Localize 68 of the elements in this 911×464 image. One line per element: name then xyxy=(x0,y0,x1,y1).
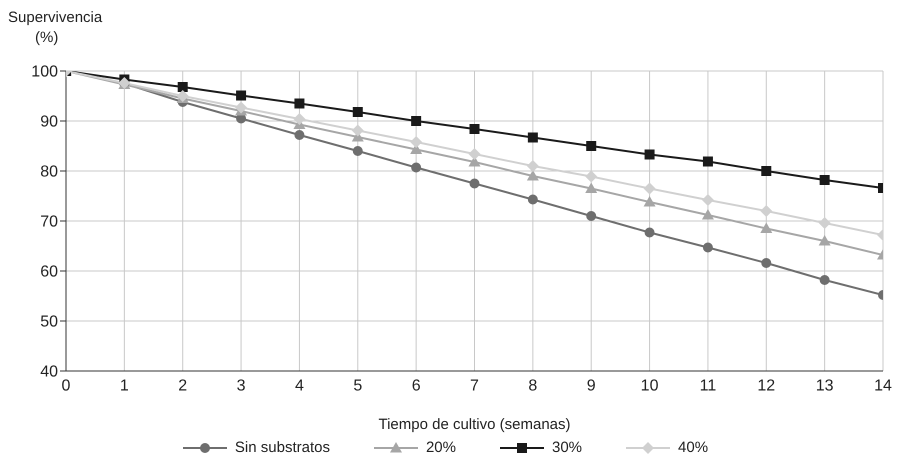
y-tick-label: 90 xyxy=(40,114,58,131)
point xyxy=(352,107,363,117)
y-tick-label: 100 xyxy=(31,64,58,81)
point xyxy=(585,170,598,182)
point xyxy=(411,162,422,172)
y-tick-label: 70 xyxy=(40,214,58,231)
point xyxy=(526,170,539,180)
point xyxy=(761,258,772,268)
point xyxy=(294,130,304,140)
x-tick-label: 2 xyxy=(178,377,188,394)
point xyxy=(761,166,772,176)
point xyxy=(236,90,246,100)
x-tick-label: 13 xyxy=(816,377,834,394)
point xyxy=(818,235,831,246)
x-axis-title: Tiempo de cultivo (semanas) xyxy=(378,416,571,433)
x-tick-label: 0 xyxy=(62,377,71,394)
x-tick-label: 8 xyxy=(528,377,538,394)
point xyxy=(644,196,656,206)
y-tick-label: 40 xyxy=(40,364,58,381)
point xyxy=(352,146,363,156)
x-tick-label: 3 xyxy=(236,377,246,394)
point xyxy=(470,124,480,134)
point xyxy=(818,217,831,229)
point xyxy=(702,209,714,220)
point xyxy=(760,222,772,233)
point xyxy=(760,205,772,217)
point xyxy=(526,160,539,172)
point xyxy=(411,116,422,126)
point xyxy=(820,175,830,185)
x-tick-label: 1 xyxy=(120,377,129,394)
point xyxy=(702,156,713,166)
point xyxy=(820,275,830,285)
x-tick-label: 6 xyxy=(412,377,421,394)
point xyxy=(293,113,306,125)
point xyxy=(528,194,538,204)
point xyxy=(586,141,596,151)
y-tick-label: 80 xyxy=(40,164,58,181)
point xyxy=(410,136,422,148)
point xyxy=(352,124,364,136)
x-tick-label: 12 xyxy=(757,377,776,394)
x-tick-label: 9 xyxy=(586,377,596,394)
point xyxy=(702,194,714,206)
legend-label: Sin substratos xyxy=(234,439,330,456)
x-tick-label: 4 xyxy=(294,377,304,394)
x-tick-label: 5 xyxy=(353,377,362,394)
legend-label: 20% xyxy=(426,439,456,456)
point xyxy=(644,182,656,194)
y-axis-title: Supervivencia (%) xyxy=(8,8,102,48)
point xyxy=(644,150,655,160)
x-tick-label: 10 xyxy=(640,377,659,394)
point xyxy=(178,82,188,92)
y-tick-label: 50 xyxy=(40,314,58,331)
x-tick-label: 14 xyxy=(874,377,892,394)
point xyxy=(294,98,304,108)
point xyxy=(470,178,480,188)
point xyxy=(644,228,655,238)
point xyxy=(702,242,713,252)
x-tick-label: 11 xyxy=(700,377,716,394)
point xyxy=(585,182,598,193)
point xyxy=(235,102,248,114)
point xyxy=(528,132,538,142)
x-tick-label: 7 xyxy=(470,377,480,394)
legend-label: 40% xyxy=(678,439,708,456)
point xyxy=(176,90,189,102)
point xyxy=(468,148,480,160)
legend-label: 30% xyxy=(552,439,582,456)
point xyxy=(586,211,596,221)
y-tick-label: 60 xyxy=(40,264,58,281)
